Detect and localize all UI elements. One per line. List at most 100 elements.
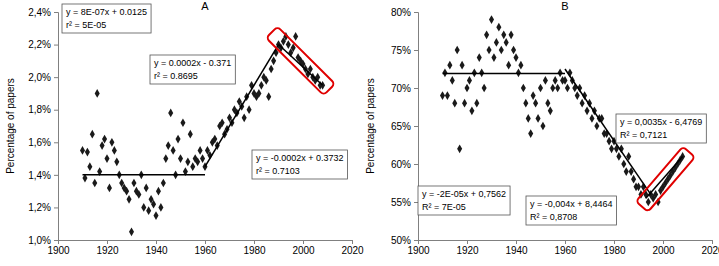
y-tick-label: 1,2% bbox=[28, 202, 51, 213]
data-point bbox=[474, 99, 479, 108]
data-point bbox=[499, 46, 504, 55]
data-point bbox=[180, 118, 185, 127]
data-point bbox=[511, 46, 516, 55]
y-tick: 1,2% bbox=[28, 202, 58, 213]
data-point bbox=[594, 122, 599, 131]
data-point bbox=[607, 137, 612, 146]
x-tick-mark bbox=[663, 240, 664, 244]
equation-text: y = -0,004x + 8,4464 bbox=[530, 199, 613, 209]
x-tick: 1920 bbox=[96, 240, 119, 256]
data-point bbox=[553, 76, 558, 85]
data-point bbox=[198, 146, 203, 155]
x-axis-line bbox=[59, 241, 353, 245]
data-point bbox=[144, 184, 149, 193]
x-axis: 1900192019401960198020002020 bbox=[407, 240, 719, 256]
data-point bbox=[153, 211, 158, 220]
equation-text: r² = 0.8695 bbox=[154, 71, 198, 81]
x-tick: 1940 bbox=[505, 240, 528, 256]
data-point bbox=[247, 105, 252, 114]
x-tick-label: 1900 bbox=[47, 245, 70, 256]
data-point bbox=[127, 195, 132, 204]
data-point bbox=[112, 146, 117, 155]
data-point bbox=[477, 53, 482, 62]
data-point bbox=[100, 141, 105, 150]
data-point bbox=[188, 130, 193, 139]
y-axis-line bbox=[54, 13, 59, 241]
data-point bbox=[565, 84, 570, 93]
y-tick: 2,0% bbox=[28, 72, 58, 83]
equation-text: y = 0.0002x - 0.371 bbox=[154, 58, 231, 68]
equation-box: y = 8E-07x + 0.0125r² = 5E-05 bbox=[62, 4, 151, 33]
data-point bbox=[293, 32, 298, 41]
data-point bbox=[513, 53, 518, 62]
data-point bbox=[550, 84, 555, 93]
y-tick-label: 2,2% bbox=[28, 39, 51, 50]
data-point bbox=[543, 76, 548, 85]
x-tick-label: 2000 bbox=[652, 245, 675, 256]
data-point bbox=[501, 30, 506, 39]
data-point bbox=[457, 144, 462, 153]
data-point bbox=[504, 38, 509, 47]
data-point bbox=[176, 135, 181, 144]
data-point bbox=[518, 61, 523, 70]
data-point bbox=[460, 61, 465, 70]
y-tick-mark bbox=[414, 164, 418, 165]
data-point bbox=[469, 106, 474, 115]
data-point bbox=[472, 68, 477, 77]
x-tick-mark bbox=[254, 240, 255, 244]
equation-frame bbox=[526, 196, 617, 225]
data-point bbox=[95, 89, 100, 98]
data-point bbox=[494, 38, 499, 47]
y-tick-label: 70% bbox=[391, 83, 411, 94]
y-tick-label: 80% bbox=[391, 7, 411, 18]
equation-text: y = -2E-05x + 0,7562 bbox=[422, 189, 506, 199]
trend-line bbox=[83, 174, 206, 176]
y-tick-mark bbox=[414, 202, 418, 203]
data-point bbox=[136, 190, 141, 199]
data-point bbox=[442, 68, 447, 77]
data-point bbox=[580, 99, 585, 108]
y-tick-mark bbox=[54, 110, 58, 111]
highlight-box bbox=[266, 27, 335, 96]
data-point bbox=[109, 138, 114, 147]
y-tick: 50% bbox=[391, 235, 418, 246]
y-tick: 75% bbox=[391, 45, 418, 56]
y-tick-mark bbox=[54, 12, 58, 13]
x-tick-label: 1980 bbox=[243, 245, 266, 256]
data-point bbox=[271, 56, 276, 65]
x-tick-mark bbox=[712, 240, 713, 244]
x-tick-mark bbox=[107, 240, 108, 244]
data-point bbox=[585, 106, 590, 115]
y-axis-title: Percentage of papers bbox=[5, 78, 16, 174]
data-point bbox=[195, 157, 200, 166]
y-tick-mark bbox=[54, 207, 58, 208]
data-point bbox=[256, 89, 261, 98]
x-tick-mark bbox=[303, 240, 304, 244]
y-tick-mark bbox=[414, 240, 418, 241]
y-tick-label: 2,4% bbox=[28, 7, 51, 18]
data-point bbox=[479, 68, 484, 77]
y-tick-label: 50% bbox=[391, 235, 411, 246]
trend-line bbox=[443, 73, 566, 75]
panel: 190019201940196019802000202050%55%60%65%… bbox=[365, 0, 719, 256]
chart-title: A bbox=[201, 0, 209, 12]
data-point bbox=[445, 91, 450, 100]
equation-frame bbox=[616, 114, 706, 143]
data-point bbox=[220, 118, 225, 127]
plot-area bbox=[80, 27, 335, 237]
data-point bbox=[555, 84, 560, 93]
data-point bbox=[528, 129, 533, 138]
x-tick: 1980 bbox=[243, 240, 266, 256]
equation-frame bbox=[150, 55, 235, 84]
data-point bbox=[190, 162, 195, 171]
data-point bbox=[575, 91, 580, 100]
data-point bbox=[200, 154, 205, 163]
data-point bbox=[536, 114, 541, 123]
data-point bbox=[178, 154, 183, 163]
chart-canvas: 19001920194019601980200020201,0%1,2%1,4%… bbox=[0, 0, 719, 266]
y-tick-mark bbox=[54, 77, 58, 78]
data-point bbox=[589, 114, 594, 123]
data-point bbox=[558, 68, 563, 77]
y-axis: 1,0%1,2%1,4%1,6%1,8%2,0%2,2%2,4% bbox=[28, 7, 58, 246]
data-point bbox=[516, 68, 521, 77]
